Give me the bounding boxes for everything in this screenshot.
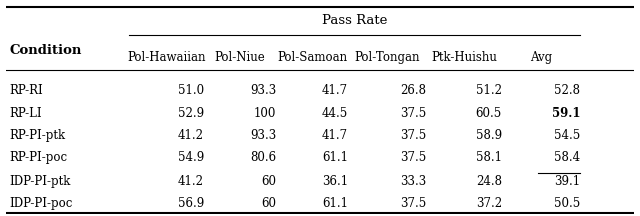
Text: 37.5: 37.5 — [401, 151, 427, 164]
Text: 60.5: 60.5 — [476, 107, 502, 120]
Text: Pol-Samoan: Pol-Samoan — [277, 51, 348, 64]
Text: 93.3: 93.3 — [250, 84, 276, 97]
Text: RP-LI: RP-LI — [10, 107, 42, 120]
Text: 50.5: 50.5 — [554, 197, 580, 210]
Text: 61.1: 61.1 — [322, 151, 348, 164]
Text: 80.6: 80.6 — [250, 151, 276, 164]
Text: 52.8: 52.8 — [554, 84, 580, 97]
Text: 59.1: 59.1 — [552, 107, 580, 120]
Text: 37.5: 37.5 — [401, 129, 427, 142]
Text: Pol-Tongan: Pol-Tongan — [355, 51, 420, 64]
Text: 61.1: 61.1 — [322, 197, 348, 210]
Text: 58.4: 58.4 — [554, 151, 580, 164]
Text: 44.5: 44.5 — [322, 107, 348, 120]
Text: Avg: Avg — [530, 51, 552, 64]
Text: 41.7: 41.7 — [322, 84, 348, 97]
Text: 58.9: 58.9 — [476, 129, 502, 142]
Text: 56.9: 56.9 — [178, 197, 204, 210]
Text: Pass Rate: Pass Rate — [322, 14, 387, 27]
Text: 60: 60 — [261, 175, 276, 187]
Text: 24.8: 24.8 — [476, 175, 502, 187]
Text: RP-PI-poc: RP-PI-poc — [10, 151, 68, 164]
Text: 41.2: 41.2 — [178, 175, 204, 187]
Text: 36.1: 36.1 — [322, 175, 348, 187]
Text: 37.5: 37.5 — [401, 197, 427, 210]
Text: 37.2: 37.2 — [476, 197, 502, 210]
Text: 52.9: 52.9 — [178, 107, 204, 120]
Text: Ptk-Huishu: Ptk-Huishu — [431, 51, 497, 64]
Text: 41.2: 41.2 — [178, 129, 204, 142]
Text: 51.0: 51.0 — [178, 84, 204, 97]
Text: Condition: Condition — [10, 44, 82, 57]
Text: 54.9: 54.9 — [178, 151, 204, 164]
Text: IDP-PI-poc: IDP-PI-poc — [10, 197, 73, 210]
Text: 51.2: 51.2 — [476, 84, 502, 97]
Text: 37.5: 37.5 — [401, 107, 427, 120]
Text: 93.3: 93.3 — [250, 129, 276, 142]
Text: 33.3: 33.3 — [401, 175, 427, 187]
Text: 100: 100 — [253, 107, 276, 120]
Text: 60: 60 — [261, 197, 276, 210]
Text: Pol-Hawaiian: Pol-Hawaiian — [127, 51, 205, 64]
Text: 58.1: 58.1 — [476, 151, 502, 164]
Text: IDP-PI-ptk: IDP-PI-ptk — [10, 175, 71, 187]
Text: 39.1: 39.1 — [554, 175, 580, 187]
Text: 54.5: 54.5 — [554, 129, 580, 142]
Text: RP-RI: RP-RI — [10, 84, 44, 97]
Text: 41.7: 41.7 — [322, 129, 348, 142]
Text: 26.8: 26.8 — [401, 84, 427, 97]
Text: RP-PI-ptk: RP-PI-ptk — [10, 129, 66, 142]
Text: Pol-Niue: Pol-Niue — [214, 51, 266, 64]
